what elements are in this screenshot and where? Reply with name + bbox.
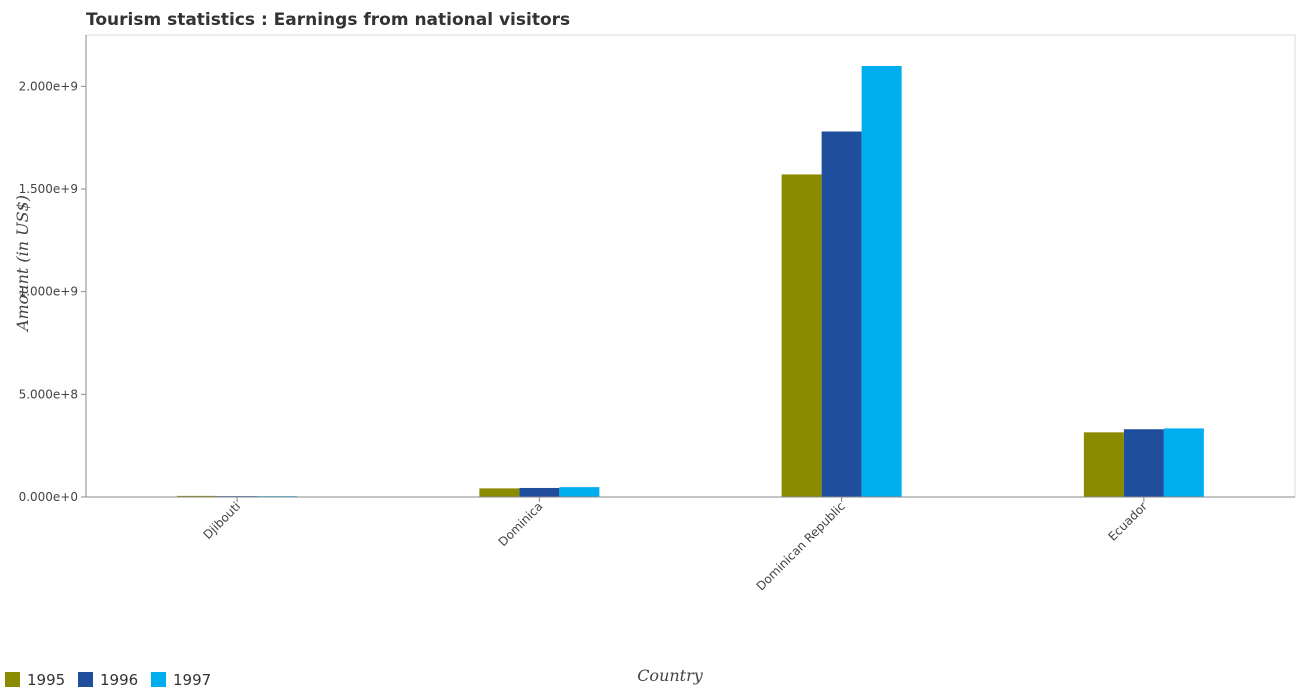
y-tick-label: 0.000e+0 <box>19 490 78 504</box>
bar-1996-dominica <box>519 487 560 497</box>
y-tick-label: 1.500e+9 <box>19 182 78 196</box>
bar-1997-ecuador <box>1163 428 1204 497</box>
legend-label-1997: 1997 <box>173 671 211 689</box>
bar-1997-dominican-republic <box>861 66 902 497</box>
legend-swatch-1997 <box>151 672 166 687</box>
bar-1996-dominican-republic <box>821 131 862 498</box>
bar-1997-dominica <box>559 487 600 497</box>
bar-1996-ecuador <box>1123 429 1164 497</box>
y-tick-label: 1.000e+9 <box>19 285 78 299</box>
legend-swatch-1996 <box>78 672 93 687</box>
x-axis-label: Country <box>637 666 704 685</box>
legend-label-1996: 1996 <box>100 671 138 689</box>
bar-1995-dominican-republic <box>781 174 822 497</box>
bar-1995-djibouti <box>177 495 218 497</box>
y-tick-label: 2.000e+9 <box>19 79 78 93</box>
legend-swatch-1995 <box>5 672 20 687</box>
bar-1995-ecuador <box>1083 432 1124 497</box>
legend: 1995 1996 1997 <box>5 671 211 689</box>
y-tick-label: 5.000e+8 <box>19 387 78 401</box>
bar-1995-dominica <box>479 488 520 497</box>
legend-label-1995: 1995 <box>27 671 65 689</box>
y-axis-label: Amount (in US$) <box>13 195 32 333</box>
chart-title: Tourism statistics : Earnings from natio… <box>86 10 570 30</box>
